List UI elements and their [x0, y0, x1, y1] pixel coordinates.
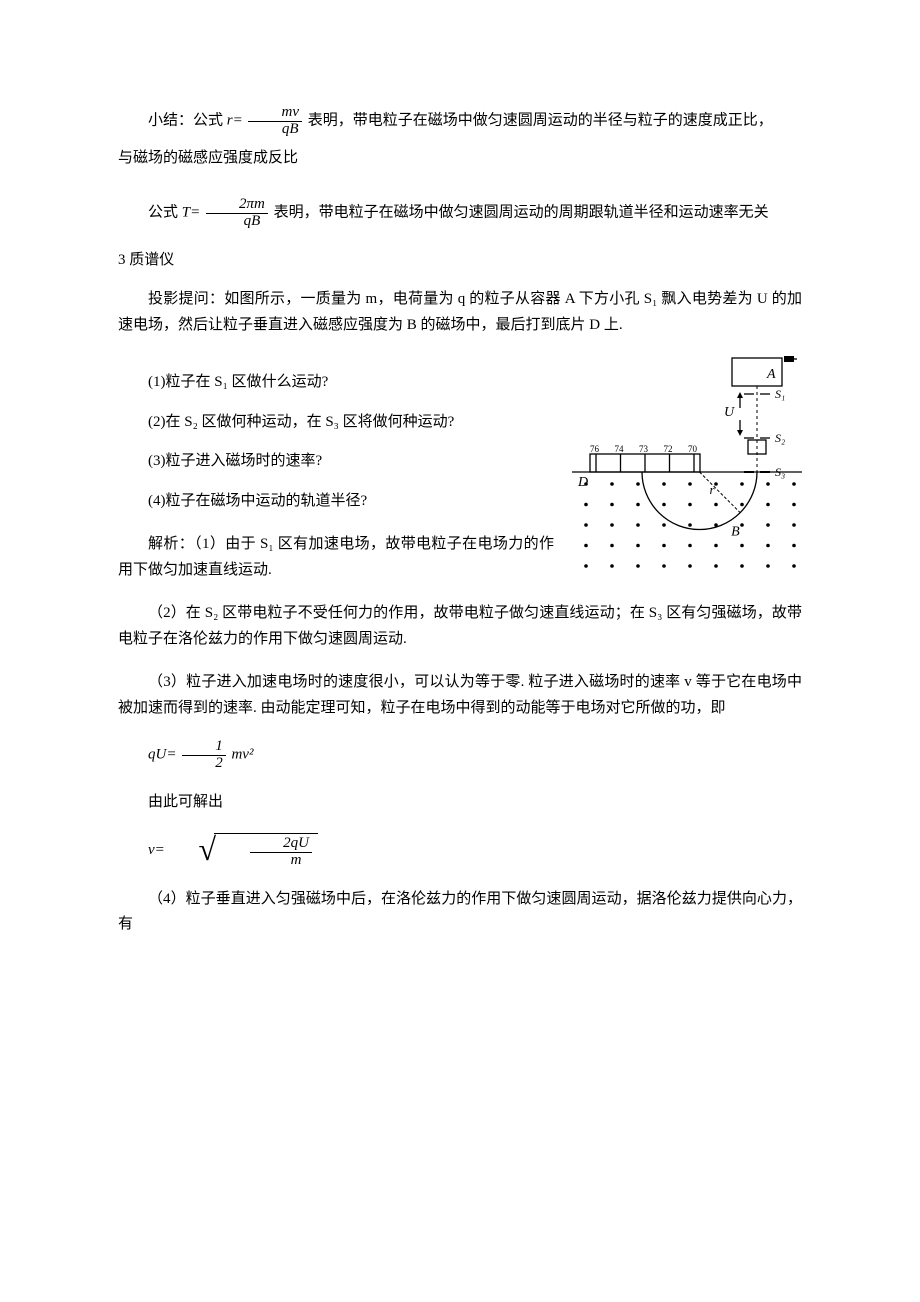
eq1-tail: mv²	[231, 747, 253, 763]
formula-t-lhs: T=	[182, 205, 200, 221]
eq1-num: 1	[182, 739, 226, 756]
answer-1: 解析：（1）由于 S₁ 区有加速电场，故带电粒子在电场力的作用下做匀加速直线运动…	[118, 532, 554, 583]
questions-list: (1)粒子在 S₁ 区做什么运动? (2)在 S₂ 区做何种运动，在 S₃ 区将…	[118, 370, 554, 514]
question-3: (3)粒子进入磁场时的速率?	[118, 449, 554, 475]
eq2-num: 2qU	[250, 836, 312, 853]
answer-4: （4）粒子垂直进入匀强磁场中后，在洛伦兹力的作用下做匀速圆周运动，据洛伦兹力提供…	[118, 887, 802, 938]
svg-text:U: U	[724, 405, 735, 420]
questions-left: (1)粒子在 S₁ 区做什么运动? (2)在 S₂ 区做何种运动，在 S₃ 区将…	[118, 356, 554, 601]
svg-text:A: A	[766, 367, 776, 382]
summary-t-tail: 表明，带电粒子在磁场中做匀速圆周运动的周期跟轨道半径和运动速率无关	[274, 205, 769, 221]
svg-text:74: 74	[615, 444, 625, 454]
eq2-den: m	[250, 853, 312, 869]
summary-r-lead: 小结：公式	[148, 113, 227, 129]
problem-intro: 投影提问：如图所示，一质量为 m，电荷量为 q 的粒子从容器 A 下方小孔 S₁…	[118, 287, 802, 338]
diagram-container: AS₁US₂7674737270DS₃rB	[572, 356, 802, 576]
summary-r-tail: 表明，带电粒子在磁场中做匀速圆周运动的半径与粒子的速度成正比，	[308, 113, 773, 129]
summary-r-line2: 与磁场的磁感应强度成反比	[118, 146, 802, 172]
eq2-frac: 2qU m	[250, 836, 312, 869]
svg-text:76: 76	[590, 444, 600, 454]
eq2-sqrt: √ 2qU m	[169, 833, 318, 869]
eq2-lhs: v=	[148, 842, 165, 858]
formula-t-frac: 2πm qB	[206, 197, 268, 230]
mass-spectrometer-diagram: AS₁US₂7674737270DS₃rB	[572, 356, 802, 576]
eq1-den: 2	[182, 756, 226, 772]
formula-r-den: qB	[248, 122, 302, 138]
svg-text:S₁: S₁	[775, 387, 785, 401]
formula-r-lhs: r=	[227, 113, 243, 129]
svg-text:72: 72	[664, 444, 673, 454]
question-2: (2)在 S₂ 区做何种运动，在 S₃ 区将做何种运动?	[118, 410, 554, 436]
svg-text:70: 70	[688, 444, 698, 454]
svg-text:73: 73	[639, 444, 649, 454]
eq1-frac: 1 2	[182, 739, 226, 772]
summary-t-lead: 公式	[148, 205, 182, 221]
question-1: (1)粒子在 S₁ 区做什么运动?	[118, 370, 554, 396]
answer-2: （2）在 S₂ 区带电粒子不受任何力的作用，故带电粒子做匀速直线运动；在 S₃ …	[118, 601, 802, 652]
page: 小结：公式 r= mv qB 表明，带电粒子在磁场中做匀速圆周运动的半径与粒子的…	[0, 0, 920, 1302]
formula-t-den: qB	[206, 214, 268, 230]
svg-text:S₃: S₃	[775, 465, 785, 479]
eq2-sqrt-body: 2qU m	[214, 833, 318, 869]
eq1-lhs: qU=	[148, 747, 176, 763]
mid-text: 由此可解出	[118, 790, 802, 816]
svg-text:S₂: S₂	[775, 431, 785, 445]
answer-3: （3）粒子进入加速电场时的速度很小，可以认为等于零. 粒子进入磁场时的速率 v …	[118, 670, 802, 721]
formula-r-frac: mv qB	[248, 105, 302, 138]
equation-2: v= √ 2qU m	[118, 833, 802, 869]
summary-t: 公式 T= 2πm qB 表明，带电粒子在磁场中做匀速圆周运动的周期跟轨道半径和…	[118, 197, 802, 230]
question-4: (4)粒子在磁场中运动的轨道半径?	[118, 489, 554, 515]
sqrt-icon: √	[169, 833, 217, 869]
svg-text:B: B	[731, 525, 740, 540]
formula-t-num: 2πm	[206, 197, 268, 214]
section-3-title: 3 质谱仪	[118, 248, 802, 274]
formula-r-num: mv	[248, 105, 302, 122]
summary-r: 小结：公式 r= mv qB 表明，带电粒子在磁场中做匀速圆周运动的半径与粒子的…	[118, 105, 802, 138]
questions-row: (1)粒子在 S₁ 区做什么运动? (2)在 S₂ 区做何种运动，在 S₃ 区将…	[118, 356, 802, 601]
equation-1: qU= 1 2 mv²	[118, 739, 802, 772]
